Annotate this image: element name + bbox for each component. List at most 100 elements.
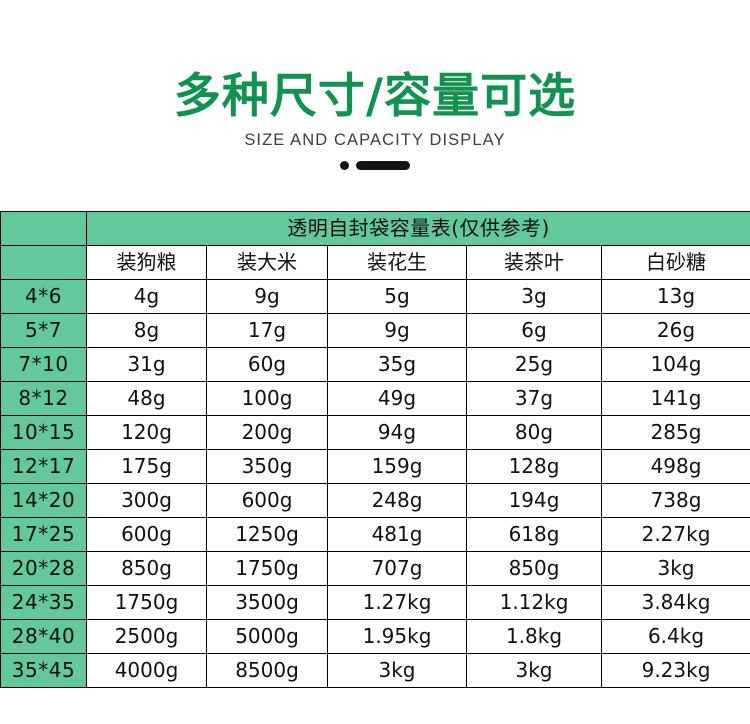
row-size-label: 4*6 — [0, 279, 87, 314]
cell-r10-c3: 1.8kg — [466, 619, 602, 654]
cell-r1-c4: 26g — [600, 313, 750, 348]
cell-r8-c1: 1750g — [206, 551, 328, 586]
page-banner: 多种尺寸/容量可选 SIZE AND CAPACITY DISPLAY — [0, 0, 750, 170]
cell-r5-c0: 175g — [86, 449, 207, 484]
page-subtitle: SIZE AND CAPACITY DISPLAY — [244, 130, 506, 149]
table-row: 7*10 31g 60g 35g 25g 104g — [0, 347, 750, 382]
capacity-table-container: 透明自封袋容量表(仅供参考) 装狗粮 装大米 装花生 装茶叶 白砂糖 4*6 4g… — [0, 211, 750, 688]
cell-r3-c2: 49g — [327, 381, 467, 416]
cell-r10-c4: 6.4kg — [600, 619, 750, 654]
column-header-4: 白砂糖 — [600, 245, 750, 280]
row-size-label: 12*17 — [0, 449, 87, 484]
row-size-label: 20*28 — [0, 551, 87, 586]
table-row: 10*15 120g 200g 94g 80g 285g — [0, 415, 750, 450]
column-header-1: 装大米 — [206, 245, 328, 280]
cell-r6-c3: 194g — [466, 483, 602, 518]
cell-r10-c2: 1.95kg — [327, 619, 467, 654]
table-row: 5*7 8g 17g 9g 6g 26g — [0, 313, 750, 348]
cell-r2-c3: 25g — [466, 347, 602, 382]
cell-r0-c0: 4g — [86, 279, 207, 314]
column-header-3: 装茶叶 — [466, 245, 602, 280]
table-title: 透明自封袋容量表(仅供参考) — [85, 211, 750, 246]
cell-r9-c2: 1.27kg — [327, 585, 467, 620]
cell-r0-c2: 5g — [327, 279, 467, 314]
table-row: 8*12 48g 100g 49g 37g 141g — [0, 381, 750, 416]
capacity-table: 透明自封袋容量表(仅供参考) 装狗粮 装大米 装花生 装茶叶 白砂糖 4*6 4g… — [0, 211, 750, 688]
cell-r8-c2: 707g — [327, 551, 467, 586]
column-header-2: 装花生 — [327, 245, 467, 280]
banner-ornament — [0, 160, 750, 170]
cell-r9-c4: 3.84kg — [600, 585, 750, 620]
row-size-label: 24*35 — [0, 585, 87, 620]
cell-r8-c3: 850g — [466, 551, 602, 586]
cell-r1-c0: 8g — [86, 313, 207, 348]
cell-r9-c3: 1.12kg — [466, 585, 602, 620]
cell-r11-c2: 3kg — [327, 653, 467, 688]
cell-r8-c0: 850g — [86, 551, 207, 586]
table-row: 17*25 600g 1250g 481g 618g 2.27kg — [0, 517, 750, 552]
table-row: 35*45 4000g 8500g 3kg 3kg 9.23kg — [0, 653, 750, 688]
row-size-label: 14*20 — [0, 483, 87, 518]
row-size-label: 7*10 — [0, 347, 87, 382]
cell-r3-c0: 48g — [86, 381, 207, 416]
cell-r6-c2: 248g — [327, 483, 467, 518]
cell-r4-c3: 80g — [466, 415, 602, 450]
table-row: 28*40 2500g 5000g 1.95kg 1.8kg 6.4kg — [0, 619, 750, 654]
table-corner-cell — [0, 211, 87, 246]
cell-r7-c1: 1250g — [206, 517, 328, 552]
cell-r7-c2: 481g — [327, 517, 467, 552]
cell-r2-c2: 35g — [327, 347, 467, 382]
row-size-label: 10*15 — [0, 415, 87, 450]
cell-r4-c0: 120g — [86, 415, 207, 450]
cell-r4-c1: 200g — [206, 415, 328, 450]
cell-r10-c0: 2500g — [86, 619, 207, 654]
cell-r6-c4: 738g — [600, 483, 750, 518]
cell-r11-c0: 4000g — [86, 653, 207, 688]
table-row: 12*17 175g 350g 159g 128g 498g — [0, 449, 750, 484]
cell-r6-c0: 300g — [86, 483, 207, 518]
cell-r7-c3: 618g — [466, 517, 602, 552]
cell-r11-c1: 8500g — [206, 653, 328, 688]
cell-r4-c2: 94g — [327, 415, 467, 450]
cell-r3-c4: 141g — [600, 381, 750, 416]
row-size-label: 28*40 — [0, 619, 87, 654]
cell-r2-c0: 31g — [86, 347, 207, 382]
cell-r9-c0: 1750g — [86, 585, 207, 620]
row-size-label: 8*12 — [0, 381, 87, 416]
cell-r11-c3: 3kg — [466, 653, 602, 688]
dot-icon — [340, 160, 349, 170]
column-header-0: 装狗粮 — [86, 245, 207, 280]
cell-r0-c4: 13g — [600, 279, 750, 314]
row-size-label: 35*45 — [0, 653, 87, 688]
cell-r2-c1: 60g — [206, 347, 328, 382]
cell-r6-c1: 600g — [206, 483, 328, 518]
cell-r5-c2: 159g — [327, 449, 467, 484]
bar-icon — [356, 160, 410, 170]
cell-r3-c3: 37g — [466, 381, 602, 416]
table-row: 20*28 850g 1750g 707g 850g 3kg — [0, 551, 750, 586]
cell-r5-c3: 128g — [466, 449, 602, 484]
table-title-row: 透明自封袋容量表(仅供参考) — [0, 211, 750, 246]
table-row: 14*20 300g 600g 248g 194g 738g — [0, 483, 750, 518]
cell-r5-c4: 498g — [600, 449, 750, 484]
cell-r7-c0: 600g — [86, 517, 207, 552]
cell-r8-c4: 3kg — [600, 551, 750, 586]
cell-r1-c2: 9g — [327, 313, 467, 348]
row-size-label: 17*25 — [0, 517, 87, 552]
cell-r10-c1: 5000g — [206, 619, 328, 654]
cell-r1-c3: 6g — [466, 313, 602, 348]
table-row: 4*6 4g 9g 5g 3g 13g — [0, 279, 750, 314]
cell-r0-c1: 9g — [206, 279, 328, 314]
table-row: 24*35 1750g 3500g 1.27kg 1.12kg 3.84kg — [0, 585, 750, 620]
cell-r4-c4: 285g — [600, 415, 750, 450]
table-header-row: 装狗粮 装大米 装花生 装茶叶 白砂糖 — [0, 245, 750, 280]
cell-r2-c4: 104g — [600, 347, 750, 382]
cell-r9-c1: 3500g — [206, 585, 328, 620]
cell-r11-c4: 9.23kg — [600, 653, 750, 688]
row-size-label: 5*7 — [0, 313, 87, 348]
size-column-header — [0, 245, 87, 280]
cell-r3-c1: 100g — [206, 381, 328, 416]
cell-r5-c1: 350g — [206, 449, 328, 484]
page-title: 多种尺寸/容量可选 — [173, 69, 577, 124]
cell-r1-c1: 17g — [206, 313, 328, 348]
